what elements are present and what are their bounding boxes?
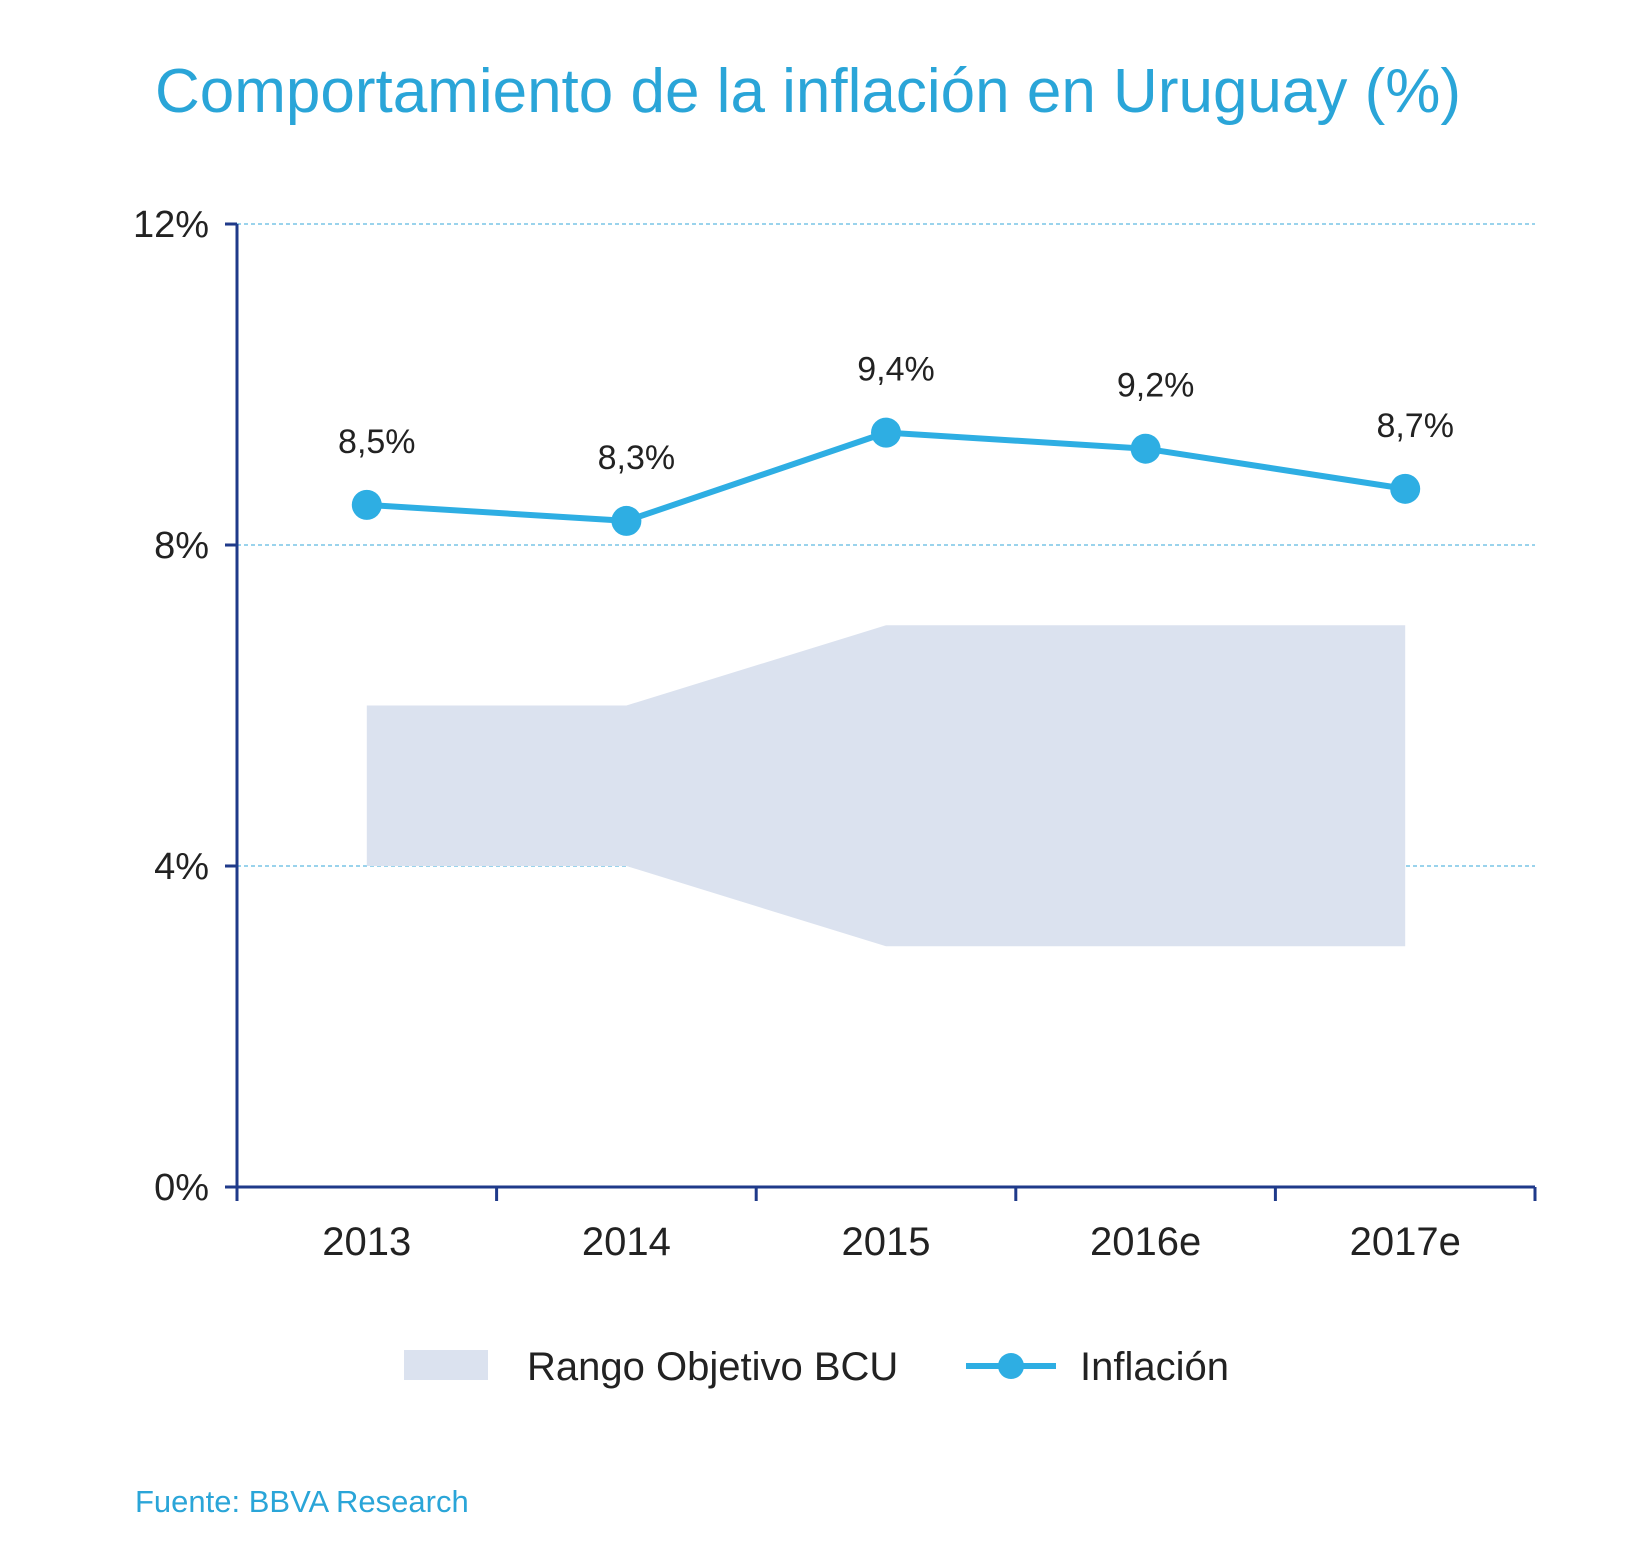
y-tick-label: 0% — [154, 1167, 209, 1209]
y-tick-label: 4% — [154, 846, 209, 888]
x-tick-label-layer: 2013 2014 2015 2016e 2017e — [322, 1220, 1461, 1264]
legend: Rango Objetivo BCU Inflación — [404, 1345, 1229, 1389]
data-label: 9,4% — [857, 351, 935, 389]
data-label: 9,2% — [1117, 367, 1195, 405]
legend-swatch-target-range — [404, 1350, 488, 1380]
target-range-band-layer — [366, 625, 1406, 947]
x-tick-label: 2013 — [322, 1220, 411, 1264]
inflation-point — [1390, 473, 1421, 504]
data-label: 8,3% — [598, 439, 676, 477]
x-tick-label: 2015 — [842, 1220, 931, 1264]
x-tick-label: 2014 — [582, 1220, 671, 1264]
inflation-series-layer — [351, 417, 1421, 536]
inflation-point — [611, 505, 642, 536]
y-tick-label-layer: 0% 4% 8% 12% — [133, 204, 209, 1209]
source-note: Fuente: BBVA Research — [135, 1484, 469, 1519]
data-label: 8,7% — [1376, 407, 1454, 445]
x-tick-label: 2017e — [1350, 1220, 1461, 1264]
inflation-point — [871, 417, 901, 448]
data-label-layer: 8,5% 8,3% 9,4% 9,2% 8,7% — [338, 351, 1454, 477]
y-tick-label: 8% — [154, 525, 209, 567]
data-label: 8,5% — [338, 423, 416, 461]
x-tick-label: 2016e — [1090, 1220, 1201, 1264]
target-range-band — [366, 625, 1406, 947]
inflation-point — [351, 489, 382, 520]
legend-label-inflation: Inflación — [1080, 1345, 1229, 1389]
legend-label-target-range: Rango Objetivo BCU — [527, 1345, 898, 1389]
legend-swatch-inflation-marker — [998, 1353, 1024, 1379]
axis-layer — [225, 222, 1537, 1201]
chart-title: Comportamiento de la inflación en Urugua… — [155, 57, 1461, 126]
inflation-point — [1130, 433, 1161, 464]
y-tick-label: 12% — [133, 204, 209, 246]
